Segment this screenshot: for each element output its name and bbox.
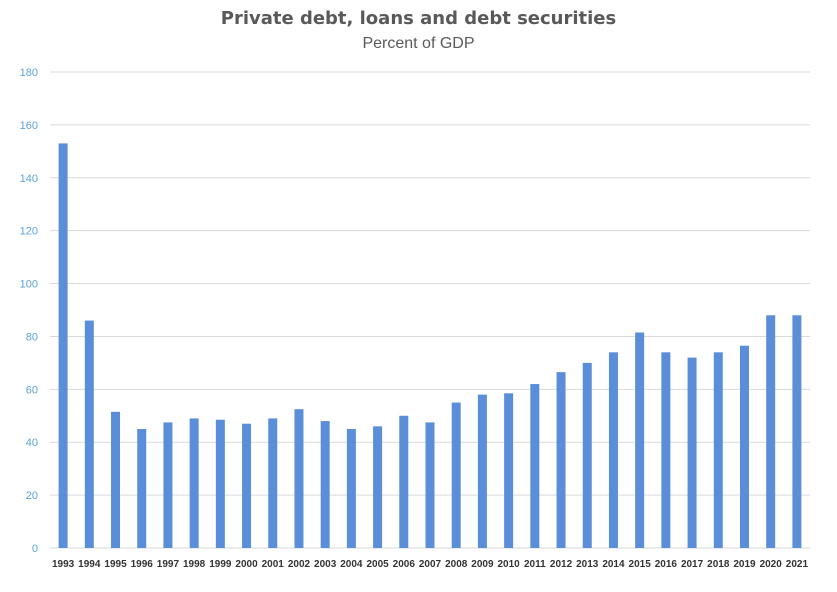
x-tick-label: 2000 [235, 559, 258, 570]
x-tick-label: 1998 [183, 559, 206, 570]
bar-2010 [504, 393, 514, 548]
bar-1993 [58, 143, 68, 548]
bar-2016 [661, 352, 671, 548]
x-tick-label: 2015 [629, 559, 652, 570]
bar-1995 [111, 411, 121, 548]
x-tick-label: 1996 [131, 559, 154, 570]
bar-2019 [739, 345, 749, 548]
bar-2017 [687, 357, 697, 548]
bar-2001 [268, 418, 278, 548]
bar-2018 [713, 352, 723, 548]
x-tick-label: 2003 [314, 559, 337, 570]
chart-subtitle: Percent of GDP [362, 35, 475, 52]
y-tick-label: 100 [20, 279, 38, 291]
bar-2004 [346, 429, 356, 548]
y-tick-label: 160 [20, 120, 38, 132]
bar-2006 [399, 415, 409, 548]
bar-2021 [792, 315, 802, 548]
bar-2015 [635, 332, 645, 548]
x-tick-label: 2002 [288, 559, 311, 570]
x-tick-label: 2004 [340, 559, 363, 570]
x-tick-label: 2014 [602, 559, 625, 570]
bar-2000 [242, 423, 252, 548]
x-tick-label: 2010 [497, 559, 520, 570]
y-tick-label: 180 [20, 67, 38, 79]
bar-2003 [320, 421, 330, 548]
x-tick-label: 2019 [733, 559, 756, 570]
bar-2012 [556, 372, 566, 548]
y-tick-label: 60 [26, 384, 38, 396]
bar-1999 [215, 419, 225, 548]
bar-2007 [425, 422, 435, 548]
bar-1998 [189, 418, 199, 548]
bar-1997 [163, 422, 173, 548]
bar-2011 [530, 384, 540, 548]
x-tick-label: 2005 [366, 559, 389, 570]
bar-2009 [477, 394, 487, 548]
chart-title: Private debt, loans and debt securities [220, 8, 617, 29]
y-tick-label: 80 [26, 331, 38, 343]
x-tick-label: 2007 [419, 559, 442, 570]
bar-2013 [582, 362, 592, 548]
x-tick-label: 2018 [707, 559, 730, 570]
bar-1994 [84, 320, 94, 548]
x-tick-label: 2021 [786, 559, 809, 570]
x-tick-label: 2020 [760, 559, 783, 570]
bar-1996 [137, 429, 147, 548]
x-tick-label: 2016 [655, 559, 678, 570]
x-tick-label: 1997 [157, 559, 180, 570]
x-tick-label: 2001 [262, 559, 285, 570]
bar-2020 [766, 315, 776, 548]
x-tick-label: 1994 [78, 559, 101, 570]
x-tick-label: 2009 [471, 559, 494, 570]
x-tick-label: 1993 [52, 559, 75, 570]
x-tick-label: 2006 [393, 559, 416, 570]
bar-2002 [294, 409, 304, 548]
y-tick-label: 120 [20, 226, 38, 238]
x-tick-label: 2017 [681, 559, 704, 570]
x-tick-label: 2013 [576, 559, 599, 570]
y-tick-label: 0 [32, 543, 38, 555]
bar-2005 [373, 426, 383, 548]
x-tick-label: 1999 [209, 559, 232, 570]
x-tick-label: 2008 [445, 559, 468, 570]
y-tick-label: 140 [20, 173, 38, 185]
x-tick-label: 1995 [104, 559, 127, 570]
y-tick-label: 40 [26, 437, 38, 449]
x-tick-label: 2012 [550, 559, 573, 570]
x-tick-label: 2011 [524, 559, 546, 570]
bar-2008 [451, 402, 461, 548]
bar-2014 [608, 352, 618, 548]
y-tick-label: 20 [26, 490, 38, 502]
